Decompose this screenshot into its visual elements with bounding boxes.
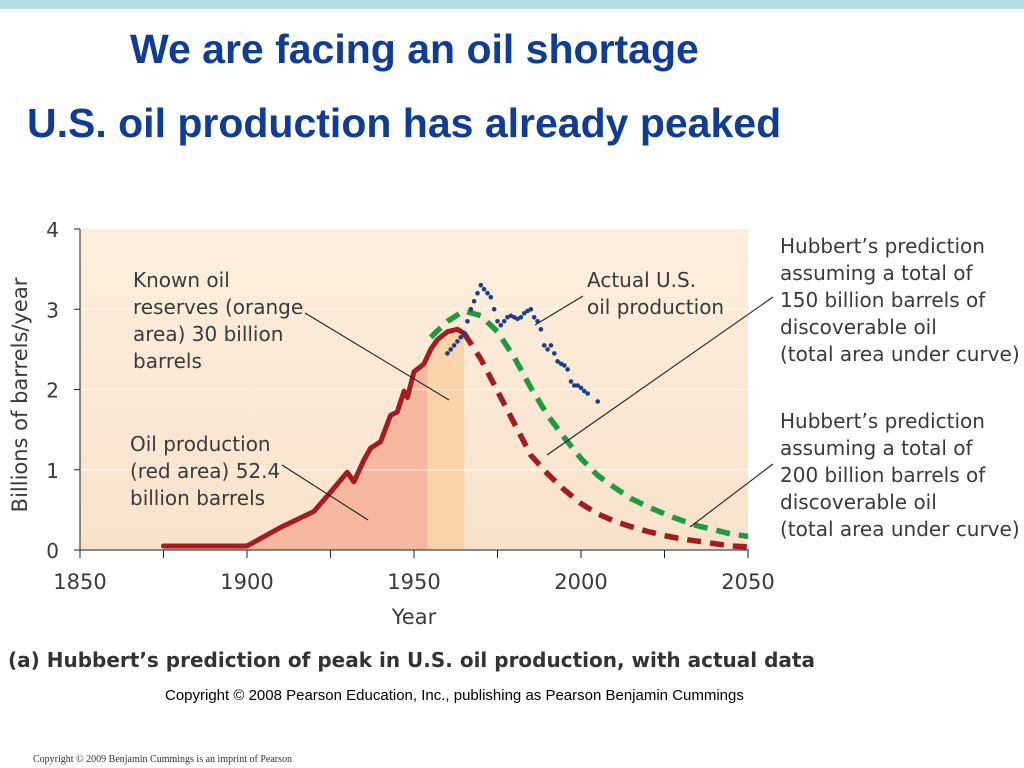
actual-production-point	[481, 286, 487, 292]
top-decorative-band	[0, 0, 1024, 9]
reserves-annotation: Known oil reserves (orange area) 30 billio…	[133, 268, 303, 373]
actual-production-point	[531, 315, 537, 320]
y-tick-label-2: 2	[46, 379, 59, 403]
actual-production-point	[458, 335, 464, 340]
slide-title: We are facing an oil shortage	[130, 26, 699, 72]
actual-production-point	[471, 298, 477, 304]
figure-copyright: Copyright © 2008 Pearson Education, Inc.…	[165, 687, 744, 704]
actual-production-point	[451, 343, 457, 348]
actual-production-point	[545, 347, 550, 352]
actual-production-point	[478, 282, 484, 288]
production-leader-line	[281, 464, 369, 521]
x-tick-label-1950: 1950	[387, 570, 440, 594]
actual-production-point	[468, 307, 474, 312]
actual-production-point	[465, 319, 470, 324]
actual-production-point	[595, 399, 600, 404]
actual-production-point	[455, 339, 460, 344]
actual-production-point	[491, 307, 497, 312]
actual-production-point	[552, 351, 557, 356]
y-tick-label-4: 4	[46, 218, 59, 242]
actual-production-point	[538, 327, 544, 332]
pred150-annotation: Hubbert’s prediction assuming a total of 1…	[780, 234, 1020, 366]
slide-footer: Copyright © 2009 Benjamin Cummings is an…	[33, 754, 292, 765]
produced-oil-area	[163, 356, 428, 550]
y-tick-label-3: 3	[46, 298, 59, 322]
historical-production-curve	[161, 326, 467, 549]
actual-production-point	[565, 367, 570, 372]
actual-production-point	[445, 351, 450, 356]
actual-production-point	[518, 315, 524, 320]
actual-production-point	[585, 391, 590, 396]
actual-production-point	[578, 385, 584, 391]
actual-production-point	[582, 388, 587, 394]
hubbert-200-prediction-curve	[428, 307, 749, 540]
actual-production-point	[485, 290, 490, 296]
x-tick-label-2000: 2000	[554, 570, 607, 594]
actual-production-point	[521, 311, 527, 316]
y-tick-label-1: 1	[46, 459, 59, 483]
actual-production-point	[542, 343, 547, 348]
pred200-leader-line	[689, 463, 774, 528]
actual-production-point	[498, 323, 504, 328]
pred200-annotation: Hubbert’s prediction assuming a total of 2…	[780, 409, 1020, 541]
actual-production-point	[488, 294, 494, 300]
actual-production-point	[448, 347, 454, 352]
pred150-leader-line	[546, 296, 774, 456]
x-axis-label: Year	[391, 605, 437, 629]
x-tick-label-1900: 1900	[220, 570, 273, 594]
x-tick-label-1850: 1850	[53, 570, 106, 594]
x-tick-label-2050: 2050	[721, 570, 774, 594]
y-axis-label: Billions of barrels/year	[8, 277, 32, 512]
actual-production-point	[555, 359, 560, 364]
reserves-leader-line	[304, 312, 450, 401]
hubbert-150-prediction-curve	[461, 331, 749, 550]
actual-production-point	[528, 307, 534, 312]
actual-production-point	[548, 343, 554, 348]
actual-production-annotation: Actual U.S. oil production	[587, 268, 724, 319]
production-annotation: Oil production (red area) 52.4 billion bar…	[130, 432, 280, 510]
y-tick-label-0: 0	[46, 539, 59, 563]
actual-leader-line	[534, 295, 584, 326]
slide-subtitle: U.S. oil production has already peaked	[27, 100, 782, 146]
known-reserves-area	[427, 329, 465, 550]
actual-production-point	[495, 319, 500, 324]
actual-production-point	[501, 319, 507, 324]
actual-production-point	[568, 379, 574, 384]
chart-caption: (a) Hubbert’s prediction of peak in U.S.…	[8, 648, 815, 672]
actual-production-point	[572, 383, 577, 388]
actual-production-point	[575, 383, 580, 388]
actual-production-point	[562, 363, 567, 368]
actual-production-point	[475, 290, 480, 296]
actual-production-point	[461, 331, 467, 336]
